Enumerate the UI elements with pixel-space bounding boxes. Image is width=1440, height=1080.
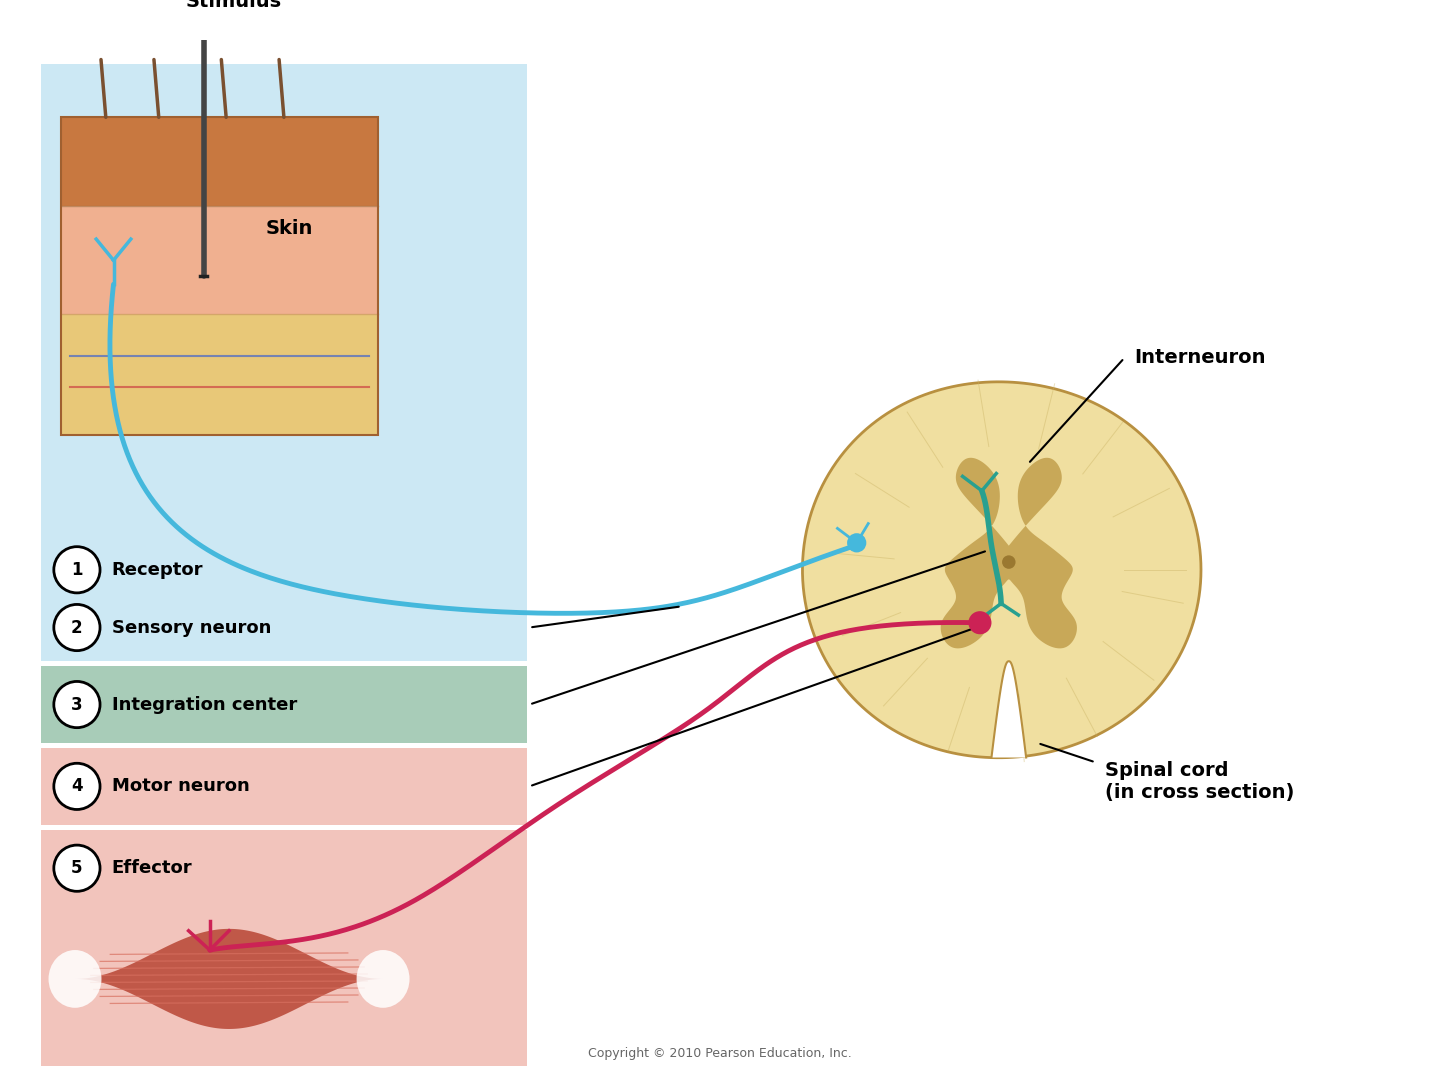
Circle shape xyxy=(1002,555,1015,569)
Text: Spinal cord
(in cross section): Spinal cord (in cross section) xyxy=(1104,761,1295,802)
Text: Motor neuron: Motor neuron xyxy=(111,778,249,795)
Text: Skin: Skin xyxy=(265,219,312,238)
Text: 2: 2 xyxy=(71,619,82,636)
Text: 1: 1 xyxy=(71,561,82,579)
Text: Interneuron: Interneuron xyxy=(1133,349,1266,367)
Polygon shape xyxy=(60,314,379,435)
Ellipse shape xyxy=(357,950,409,1008)
Polygon shape xyxy=(992,661,1027,757)
Polygon shape xyxy=(940,458,1077,648)
Text: 5: 5 xyxy=(71,860,82,877)
Text: Effector: Effector xyxy=(111,860,192,877)
Text: Sensory neuron: Sensory neuron xyxy=(111,619,271,636)
Text: Receptor: Receptor xyxy=(111,561,203,579)
Circle shape xyxy=(53,681,99,728)
Circle shape xyxy=(53,546,99,593)
Polygon shape xyxy=(802,382,1201,758)
Polygon shape xyxy=(75,929,383,1029)
Circle shape xyxy=(847,534,867,553)
Circle shape xyxy=(968,611,992,634)
Polygon shape xyxy=(42,666,527,743)
Polygon shape xyxy=(42,747,527,825)
Text: Copyright © 2010 Pearson Education, Inc.: Copyright © 2010 Pearson Education, Inc. xyxy=(588,1047,852,1059)
Text: 3: 3 xyxy=(71,696,82,714)
Text: Integration center: Integration center xyxy=(111,696,297,714)
Ellipse shape xyxy=(49,950,101,1008)
Polygon shape xyxy=(60,118,379,206)
Circle shape xyxy=(53,764,99,810)
Text: Stimulus: Stimulus xyxy=(186,0,282,11)
Polygon shape xyxy=(60,206,379,314)
Circle shape xyxy=(53,846,99,891)
Polygon shape xyxy=(42,65,527,661)
Text: 4: 4 xyxy=(71,778,82,795)
Circle shape xyxy=(53,605,99,650)
Polygon shape xyxy=(42,829,527,1066)
